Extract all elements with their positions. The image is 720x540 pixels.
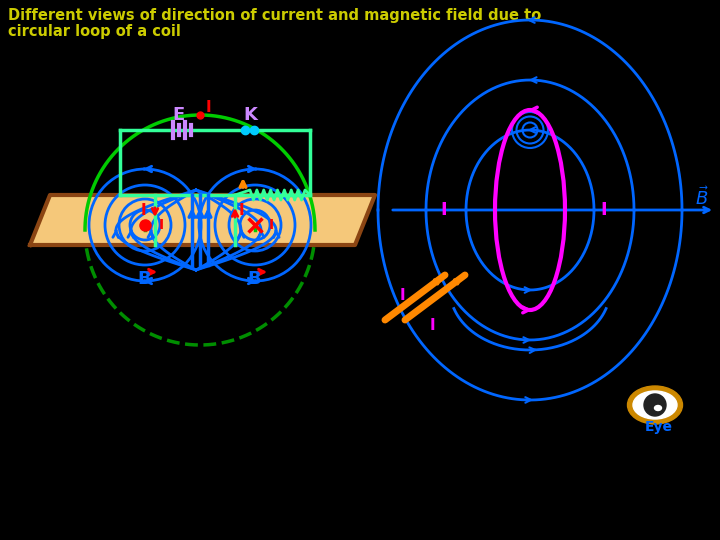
Text: I: I [206,100,212,115]
Text: I: I [269,218,274,232]
Ellipse shape [628,386,683,424]
Text: circular loop of a coil: circular loop of a coil [8,24,181,39]
Text: $\vec{B}$: $\vec{B}$ [695,186,709,209]
Text: I: I [400,288,405,303]
Text: K: K [243,106,257,124]
Text: I: I [600,201,607,219]
Ellipse shape [654,406,662,410]
Circle shape [644,394,666,416]
Text: I: I [440,201,446,219]
Text: E: E [173,106,185,124]
Text: I: I [159,218,164,232]
Text: I: I [430,318,436,333]
Ellipse shape [633,391,677,419]
Text: Eye: Eye [645,420,673,434]
Text: Different views of direction of current and magnetic field due to: Different views of direction of current … [8,8,541,23]
Text: B: B [137,270,150,288]
Text: I: I [239,203,245,218]
Text: B: B [247,270,261,288]
Polygon shape [30,195,375,245]
Text: I: I [141,203,147,218]
